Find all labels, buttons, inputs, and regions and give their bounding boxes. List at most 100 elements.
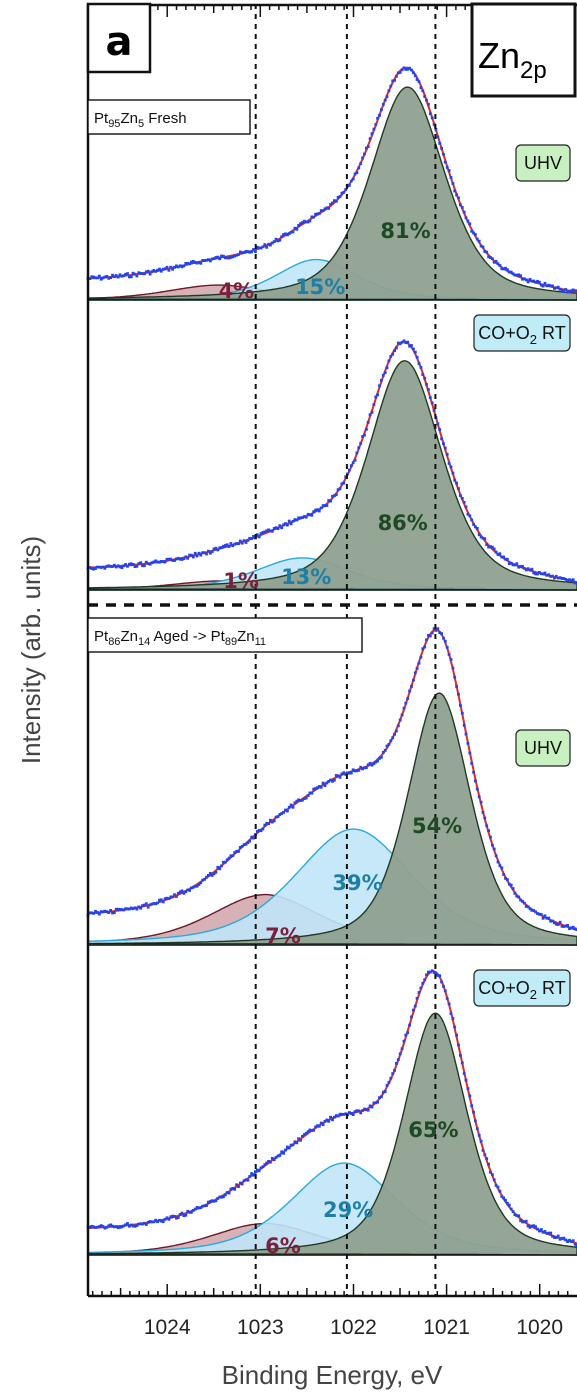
data-point	[122, 908, 126, 912]
data-point	[334, 774, 338, 777]
data-point	[524, 568, 528, 572]
data-point	[190, 260, 193, 264]
data-point	[427, 634, 430, 637]
data-point	[272, 240, 276, 243]
data-point	[436, 974, 440, 977]
data-point	[468, 222, 472, 226]
data-point	[218, 546, 222, 550]
data-point	[447, 653, 451, 656]
data-point	[504, 557, 507, 561]
data-point	[107, 1224, 111, 1228]
data-points	[86, 339, 577, 585]
data-point	[214, 1199, 218, 1203]
data-point	[304, 796, 308, 800]
data-point	[336, 1114, 340, 1118]
data-point	[276, 239, 280, 243]
data-point	[568, 1238, 571, 1242]
data-point	[428, 970, 432, 974]
data-point	[355, 451, 359, 455]
data-point	[216, 865, 220, 869]
condition-label: CO+O2 RT	[478, 323, 565, 347]
data-point	[184, 890, 188, 894]
data-point	[137, 905, 141, 909]
data-point	[269, 818, 272, 822]
data-point	[428, 634, 432, 638]
data-point	[237, 1185, 240, 1188]
component-1-percent: 54%	[412, 814, 462, 838]
data-point	[118, 273, 122, 277]
data-point	[133, 906, 137, 910]
data-point	[122, 1224, 126, 1228]
data-point	[372, 127, 376, 131]
data-point	[333, 778, 336, 782]
component-2-percent: 13%	[281, 565, 331, 589]
data-point	[252, 836, 255, 840]
data-point	[278, 813, 282, 816]
data-point	[391, 1072, 395, 1075]
data-point	[229, 256, 233, 259]
data-point	[440, 147, 443, 150]
data-point	[223, 256, 227, 260]
spectrum-panel-2	[86, 339, 577, 591]
data-point	[159, 269, 163, 273]
data-point	[169, 557, 173, 561]
data-point	[415, 667, 419, 670]
data-point	[286, 233, 289, 237]
data-point	[218, 1195, 222, 1199]
data-point	[214, 256, 218, 259]
data-point	[440, 632, 443, 635]
data-point	[442, 442, 445, 445]
data-point	[404, 341, 408, 345]
spectrum-panel-3	[86, 627, 577, 946]
data-point	[265, 1161, 269, 1165]
data-point	[558, 920, 562, 924]
data-point	[156, 268, 159, 272]
data-point	[143, 272, 146, 276]
data-point	[365, 427, 368, 431]
data-point	[553, 1236, 556, 1239]
data-point	[443, 160, 447, 164]
data-point	[494, 1184, 498, 1187]
data-point	[485, 1157, 489, 1161]
data-point	[289, 803, 293, 807]
data-point	[479, 800, 483, 804]
data-point	[494, 260, 498, 263]
data-point	[438, 428, 442, 431]
data-point	[210, 1199, 214, 1203]
data-point	[270, 820, 274, 824]
data-point	[556, 285, 560, 289]
data-point	[487, 545, 490, 549]
data-point	[517, 895, 521, 899]
data-point	[186, 888, 190, 892]
data-point	[398, 342, 402, 346]
data-point	[316, 212, 319, 216]
condition-label: UHV	[524, 153, 562, 173]
data-point	[415, 78, 419, 81]
data-point	[96, 911, 99, 914]
data-point	[178, 1213, 182, 1216]
data-point	[263, 1163, 267, 1166]
component-1-percent: 65%	[408, 1118, 458, 1142]
data-point	[287, 519, 291, 523]
data-point	[214, 546, 218, 550]
data-point	[491, 843, 494, 847]
data-point	[182, 557, 186, 560]
data-point	[302, 1133, 306, 1136]
data-point	[575, 1243, 577, 1247]
component-1-percent: 81%	[380, 219, 430, 243]
data-point	[573, 1242, 577, 1246]
x-axis-label: Binding Energy, eV	[222, 1360, 443, 1390]
data-point	[393, 732, 396, 736]
data-point	[413, 1004, 417, 1008]
data-point	[485, 250, 489, 254]
data-point	[571, 578, 575, 582]
data-point	[265, 245, 269, 249]
data-point	[325, 206, 329, 210]
data-point	[101, 565, 105, 569]
data-point	[376, 116, 379, 120]
data-point	[231, 1187, 235, 1190]
data-point	[233, 254, 237, 258]
data-point	[331, 494, 334, 498]
data-point	[395, 729, 398, 733]
data-point	[348, 184, 351, 187]
